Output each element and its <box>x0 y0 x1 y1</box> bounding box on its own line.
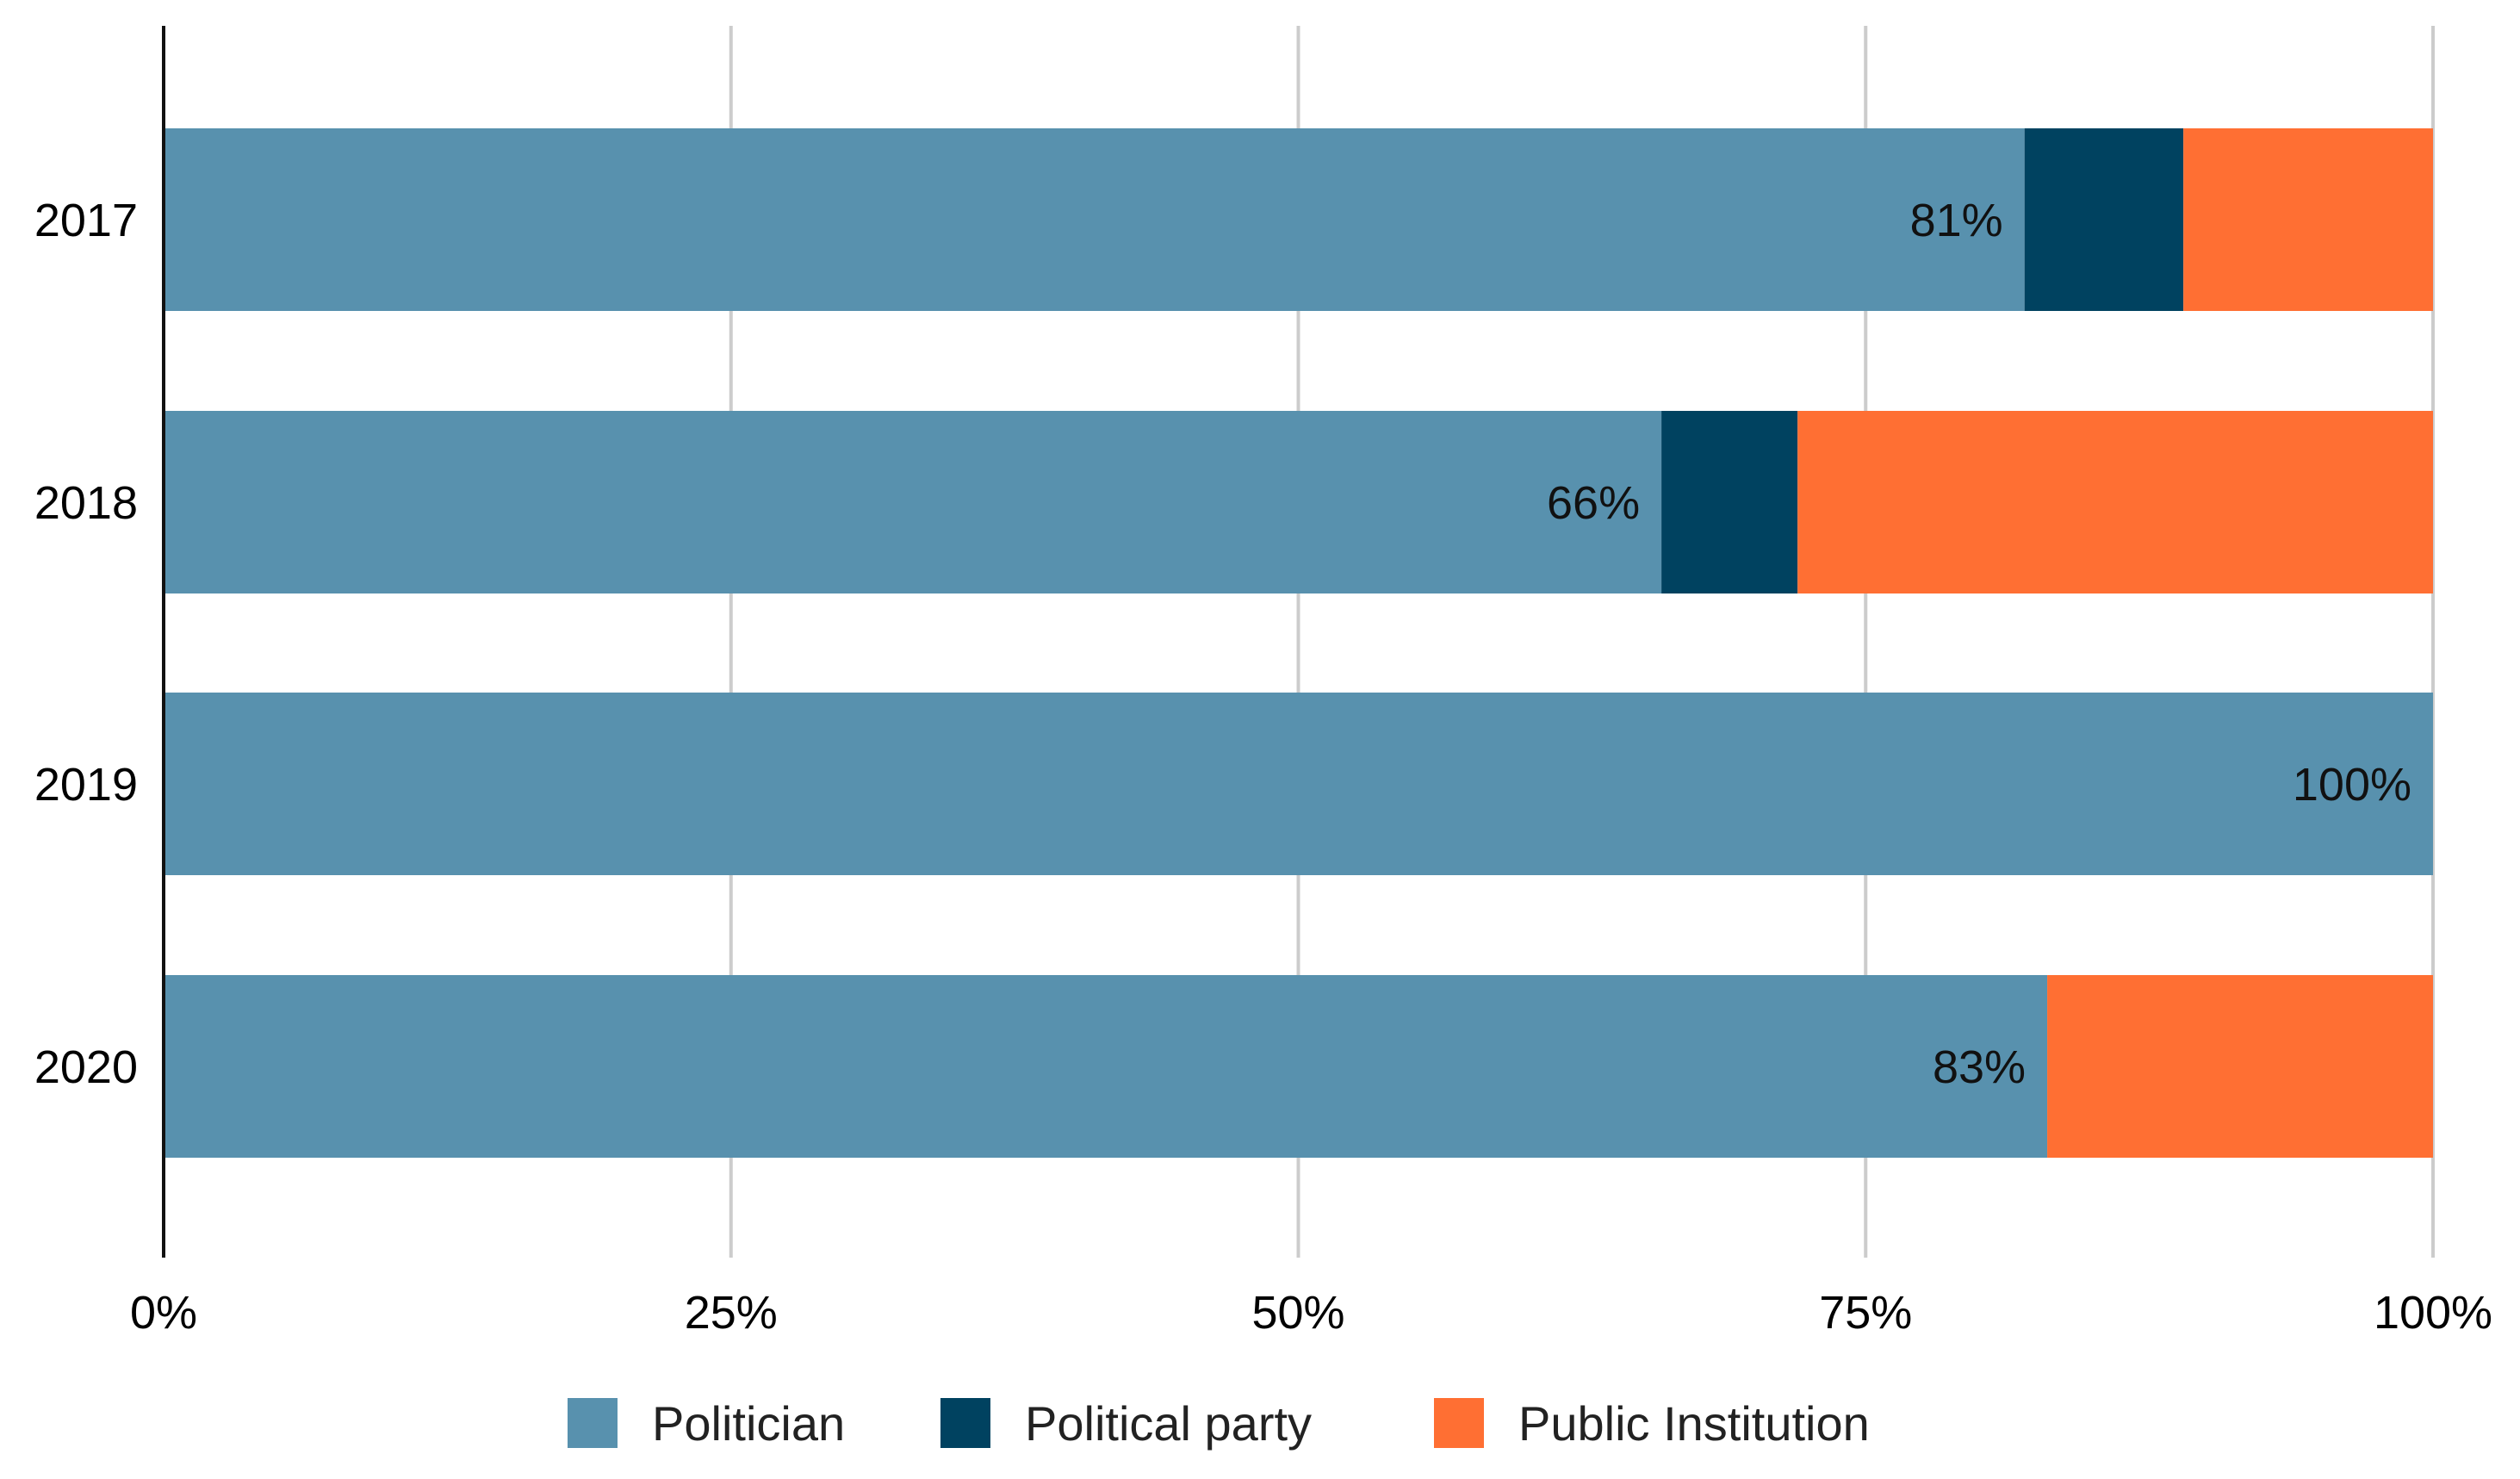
bar-segment-public-institution-2018 <box>1797 411 2433 593</box>
legend-swatch <box>568 1398 618 1448</box>
x-tick-label: 75% <box>1819 1287 1912 1339</box>
bar-segment-politician-2020 <box>164 975 2048 1158</box>
legend: Politician Political party Public Institut… <box>568 1396 1870 1451</box>
legend-label: Political party <box>1025 1396 1312 1451</box>
data-labels: 81% 66% 100% 83% <box>1547 195 2411 1093</box>
bar-segment-political-party-2018 <box>1661 411 1798 593</box>
y-tick-label-2018: 2018 <box>34 477 138 529</box>
bar-segment-public-institution-2017 <box>2183 128 2433 311</box>
legend-swatch <box>1434 1398 1484 1448</box>
data-label-2018: 66% <box>1547 477 1640 529</box>
legend-item-politician: Politician <box>568 1396 845 1451</box>
axes: 0% 25% 50% 75% 100% 2017 2018 2019 2020 <box>34 26 2492 1339</box>
legend-swatch <box>940 1398 990 1448</box>
bar-segment-politician-2019 <box>164 693 2433 875</box>
y-tick-label-2019: 2019 <box>34 759 138 811</box>
x-tick-label: 100% <box>2374 1287 2492 1339</box>
y-tick-label-2020: 2020 <box>34 1041 138 1093</box>
legend-item-political-party: Political party <box>940 1396 1312 1451</box>
bar-segment-politician-2017 <box>164 128 2025 311</box>
data-label-2019: 100% <box>2293 759 2411 811</box>
bar-segment-politician-2018 <box>164 411 1662 593</box>
legend-label: Public Institution <box>1518 1396 1870 1451</box>
bar-segment-political-party-2017 <box>2024 128 2184 311</box>
legend-label: Politician <box>652 1396 845 1451</box>
data-label-2017: 81% <box>1910 195 2003 246</box>
x-tick-label: 50% <box>1251 1287 1344 1339</box>
bars <box>164 128 2433 1158</box>
y-tick-label-2017: 2017 <box>34 195 138 246</box>
data-label-2020: 83% <box>1933 1041 2026 1093</box>
bar-segment-public-institution-2020 <box>2047 975 2433 1158</box>
legend-item-public-institution: Public Institution <box>1434 1396 1870 1451</box>
x-tick-label: 0% <box>130 1287 197 1339</box>
x-tick-label: 25% <box>685 1287 778 1339</box>
